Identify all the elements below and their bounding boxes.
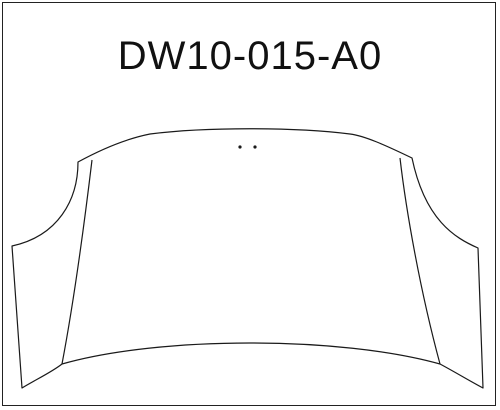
hood-right-inner-edge: [399, 157, 441, 365]
hood-outer-outline: [11, 128, 484, 389]
part-code-title: DW10-015-A0: [117, 34, 383, 78]
hood-left-inner-edge: [61, 159, 93, 365]
hood-marker-dot-right: [253, 145, 257, 149]
hood-marker-dot-left: [238, 145, 242, 149]
drawing-frame: [2, 2, 496, 406]
